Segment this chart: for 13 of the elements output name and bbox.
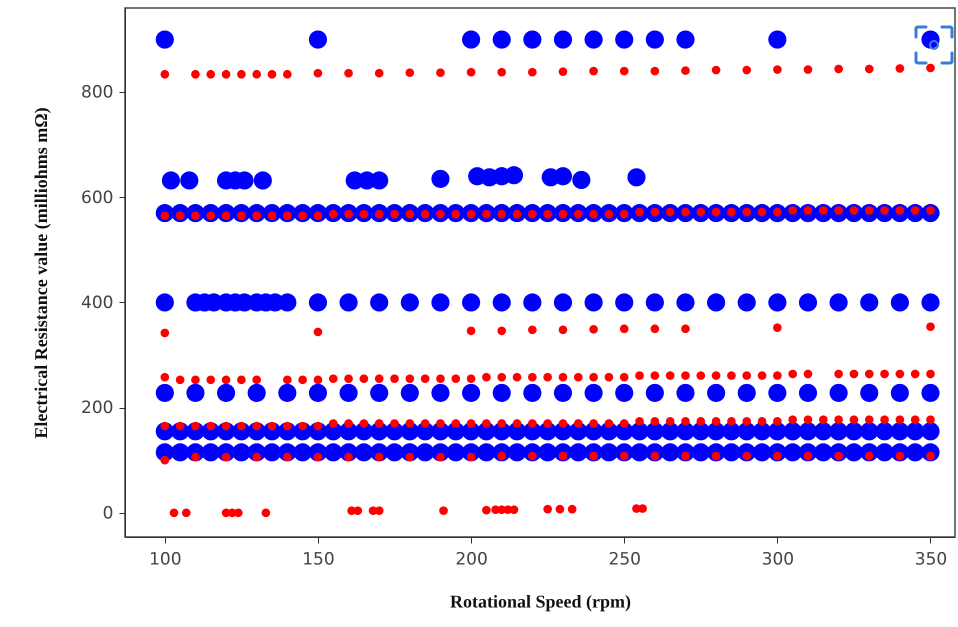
y-tick-label: 0 <box>102 503 114 524</box>
y-tick-label: 400 <box>81 292 114 313</box>
y-tick-label: 200 <box>81 398 114 418</box>
y-tick-label: 800 <box>81 82 114 103</box>
y-axis-title: Electrical Resistance value (milliohms mΩ) <box>31 107 52 439</box>
x-tick-label: 350 <box>914 550 948 570</box>
y-tick-label: 600 <box>81 188 114 208</box>
x-tick-label: 250 <box>608 550 641 570</box>
x-tick-label: 200 <box>455 550 488 570</box>
x-tick-label: 300 <box>762 550 794 570</box>
x-axis-title: Rotational Speed (rpm) <box>450 592 631 612</box>
x-tick-label: 100 <box>149 550 182 570</box>
x-tick-label: 150 <box>302 550 335 570</box>
